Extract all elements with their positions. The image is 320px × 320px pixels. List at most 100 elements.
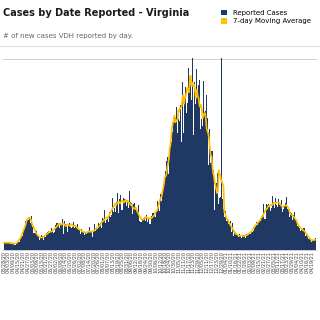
Bar bbox=[64, 221, 65, 250]
Bar bbox=[63, 234, 64, 250]
Bar bbox=[164, 177, 165, 250]
Bar bbox=[199, 80, 200, 250]
Bar bbox=[311, 242, 312, 250]
Bar bbox=[258, 221, 259, 250]
Bar bbox=[134, 203, 135, 250]
Bar bbox=[62, 219, 63, 250]
Bar bbox=[22, 236, 23, 250]
Bar bbox=[174, 117, 175, 250]
Bar bbox=[314, 240, 315, 250]
Bar bbox=[176, 131, 177, 250]
Bar bbox=[114, 208, 115, 250]
Bar bbox=[91, 232, 92, 250]
Bar bbox=[254, 226, 255, 250]
Bar bbox=[10, 244, 11, 250]
Bar bbox=[141, 222, 142, 250]
Bar bbox=[232, 223, 233, 250]
Bar bbox=[158, 203, 159, 250]
Bar bbox=[90, 232, 91, 250]
Bar bbox=[271, 208, 272, 250]
Bar bbox=[236, 236, 237, 250]
Bar bbox=[297, 226, 298, 250]
Bar bbox=[284, 206, 285, 250]
Bar bbox=[25, 221, 26, 250]
Bar bbox=[139, 217, 140, 250]
Bar bbox=[266, 204, 267, 250]
Text: # of new cases VDH reported by day.: # of new cases VDH reported by day. bbox=[3, 33, 133, 39]
Bar bbox=[252, 232, 253, 250]
Bar bbox=[239, 234, 240, 250]
Bar bbox=[94, 224, 95, 250]
Bar bbox=[294, 212, 295, 250]
Bar bbox=[202, 126, 203, 250]
Bar bbox=[274, 208, 275, 250]
Bar bbox=[152, 213, 153, 250]
Bar bbox=[107, 218, 108, 250]
Bar bbox=[303, 228, 304, 250]
Bar bbox=[52, 232, 53, 250]
Bar bbox=[310, 239, 311, 250]
Bar bbox=[116, 202, 117, 250]
Bar bbox=[120, 195, 121, 250]
Bar bbox=[138, 205, 139, 250]
Bar bbox=[184, 104, 185, 250]
Bar bbox=[185, 87, 186, 250]
Bar bbox=[98, 232, 99, 250]
Bar bbox=[26, 223, 27, 250]
Bar bbox=[161, 201, 162, 250]
Bar bbox=[140, 222, 141, 250]
Bar bbox=[145, 221, 146, 250]
Bar bbox=[24, 227, 25, 250]
Bar bbox=[181, 142, 182, 250]
Bar bbox=[259, 220, 260, 250]
Bar bbox=[78, 229, 79, 250]
Bar bbox=[166, 162, 167, 250]
Bar bbox=[240, 236, 241, 250]
Text: Cases by Date Reported - Virginia: Cases by Date Reported - Virginia bbox=[3, 8, 189, 18]
Bar bbox=[36, 234, 37, 250]
Bar bbox=[177, 133, 178, 250]
Bar bbox=[307, 236, 308, 250]
Bar bbox=[312, 241, 313, 250]
Bar bbox=[227, 220, 228, 250]
Bar bbox=[137, 210, 138, 250]
Bar bbox=[257, 225, 258, 250]
Bar bbox=[89, 228, 90, 250]
Bar bbox=[136, 211, 137, 250]
Bar bbox=[18, 242, 19, 250]
Bar bbox=[230, 221, 231, 250]
Bar bbox=[146, 214, 147, 250]
Bar bbox=[210, 163, 211, 250]
Bar bbox=[73, 222, 74, 250]
Bar bbox=[298, 224, 299, 250]
Bar bbox=[171, 142, 172, 250]
Bar bbox=[214, 210, 215, 250]
Bar bbox=[178, 119, 179, 250]
Bar bbox=[211, 151, 212, 250]
Bar bbox=[105, 223, 106, 250]
Bar bbox=[65, 224, 66, 250]
Bar bbox=[167, 157, 168, 250]
Bar bbox=[57, 227, 58, 250]
Bar bbox=[163, 187, 164, 250]
Bar bbox=[233, 236, 234, 250]
Bar bbox=[296, 220, 297, 250]
Bar bbox=[17, 241, 18, 250]
Bar bbox=[58, 225, 59, 250]
Bar bbox=[223, 209, 224, 250]
Bar bbox=[70, 227, 71, 250]
Bar bbox=[226, 221, 227, 250]
Bar bbox=[42, 236, 43, 250]
Bar bbox=[13, 243, 14, 250]
Bar bbox=[313, 240, 314, 250]
Bar bbox=[86, 234, 87, 250]
Bar bbox=[101, 228, 102, 250]
Bar bbox=[189, 78, 190, 250]
Bar bbox=[103, 219, 104, 250]
Bar bbox=[215, 188, 216, 250]
Bar bbox=[172, 132, 173, 250]
Bar bbox=[11, 243, 12, 250]
Bar bbox=[156, 212, 157, 250]
Bar bbox=[27, 220, 28, 250]
Bar bbox=[30, 223, 31, 250]
